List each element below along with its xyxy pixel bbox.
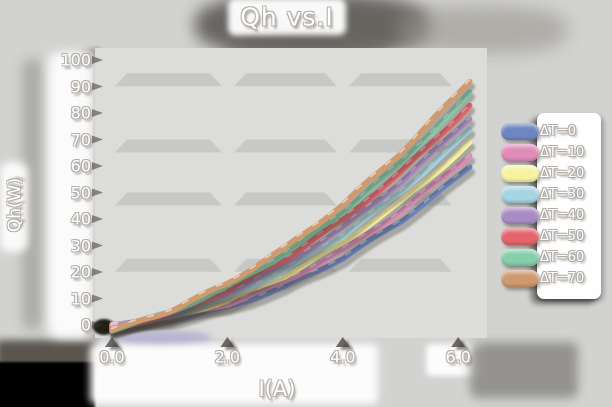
legend-swatch [501, 186, 539, 203]
legend-label: ΔT=20 [540, 166, 585, 181]
y-tick-mark [92, 268, 103, 276]
gridline-band [234, 139, 337, 153]
chart-title: Qh vs.I [240, 2, 334, 32]
legend-label: ΔT=40 [540, 208, 585, 223]
x-tick-label-0.0: 0.0 [99, 347, 125, 367]
legend-swatch [501, 144, 539, 161]
legend-label: ΔT=30 [540, 187, 585, 202]
y-tick-label-40: 40 [70, 209, 91, 229]
legend-swatch [501, 207, 539, 224]
legend: ΔT=0 ΔT=10 ΔT=20 ΔT=30 ΔT=40 ΔT=50 ΔT=60 ΔT=70 [501, 113, 601, 299]
x-tick-label-2.0: 2.0 [214, 347, 241, 367]
y-tick-label-80: 80 [70, 103, 91, 123]
y-tick-mark [92, 109, 103, 117]
gridline-band [234, 73, 337, 87]
y-tick-mark [92, 215, 103, 223]
x-axis-label: I(A) [258, 377, 296, 401]
y-tick-label-70: 70 [70, 130, 91, 149]
y-axis-label: Qh(W) [5, 177, 25, 233]
y-tick-mark [92, 188, 103, 197]
x-tick-mark [335, 337, 350, 347]
legend-row: ΔT=40 [501, 206, 601, 227]
legend-swatch [501, 123, 539, 140]
y-tick-label-100: 100 [60, 50, 91, 70]
legend-label: ΔT=0 [540, 124, 576, 139]
legend-row: ΔT=60 [501, 248, 601, 269]
gridline-band [234, 192, 337, 206]
curve-dt-70-highlight [110, 79, 470, 330]
gridline-band [349, 73, 452, 87]
legend-row: ΔT=0 [501, 122, 601, 143]
y-tick-mark [92, 321, 103, 329]
y-tick-mark [92, 241, 103, 250]
gridline-band [115, 258, 222, 272]
legend-label: ΔT=50 [540, 229, 585, 244]
y-tick-label-60: 60 [70, 156, 91, 176]
y-tick-mark [92, 162, 103, 170]
x-tick-mark [105, 337, 119, 347]
x-tick-mark [220, 337, 235, 347]
legend-label: ΔT=60 [540, 250, 585, 265]
legend-label: ΔT=10 [540, 145, 585, 160]
curve-dt-70 [109, 78, 473, 333]
x-tick-mark [451, 337, 466, 347]
x-tick-label-4.0: 4.0 [330, 347, 356, 367]
curve-dt-70-shadow [110, 83, 476, 339]
legend-swatch [501, 228, 539, 245]
y-tick-label-90: 90 [70, 77, 91, 96]
legend-swatch [501, 165, 539, 182]
legend-swatch [501, 270, 539, 287]
y-tick-label-20: 20 [70, 262, 91, 282]
y-tick-label-30: 30 [70, 236, 91, 255]
legend-label: ΔT=70 [540, 271, 585, 286]
y-tick-mark [92, 82, 103, 91]
legend-row: ΔT=70 [501, 269, 601, 290]
y-tick-mark [92, 56, 103, 64]
y-tick-mark [92, 294, 103, 303]
legend-row: ΔT=30 [501, 185, 601, 206]
gridline-band [115, 192, 222, 206]
curve-start-shadow [108, 330, 212, 344]
gridline-band [349, 258, 452, 272]
legend-swatch [501, 249, 539, 266]
legend-row: ΔT=20 [501, 164, 601, 185]
y-tick-label-0: 0 [80, 315, 91, 335]
gridline-band [115, 73, 222, 87]
y-tick-label-50: 50 [70, 183, 91, 202]
legend-row: ΔT=50 [501, 227, 601, 248]
gridline-band [115, 139, 222, 153]
x-tick-label-6.0: 6.0 [445, 347, 471, 367]
y-tick-label-10: 10 [70, 289, 91, 308]
y-tick-mark [92, 135, 103, 144]
legend-row: ΔT=10 [501, 143, 601, 164]
